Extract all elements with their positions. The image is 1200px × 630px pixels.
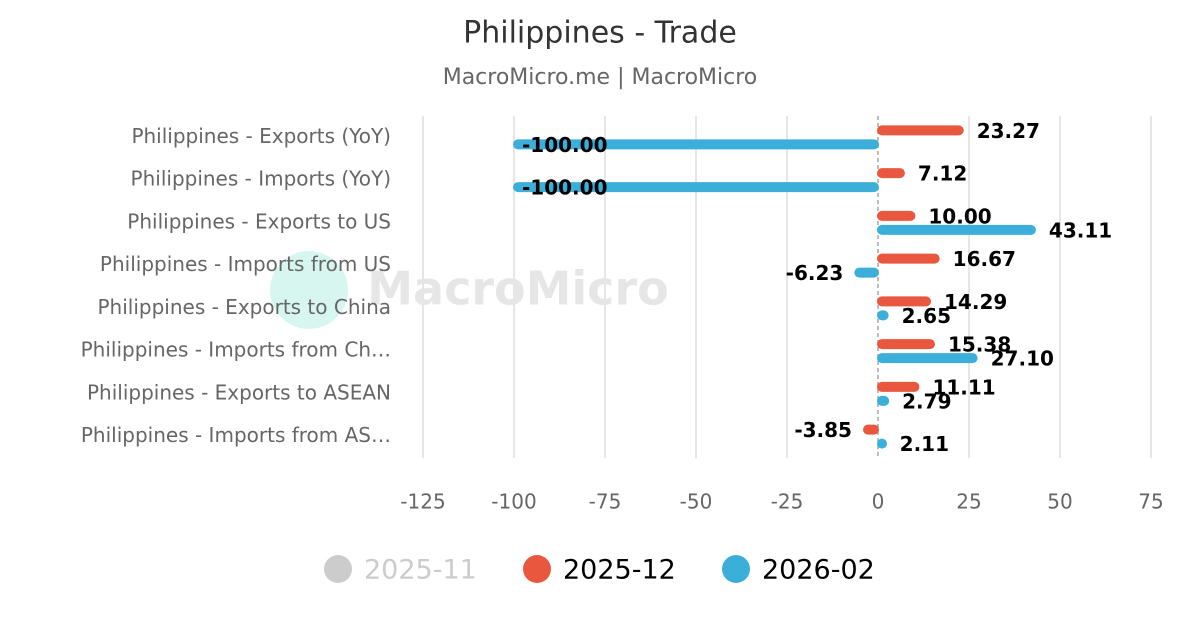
data-label: -3.85 xyxy=(794,418,852,442)
x-tick-label: 75 xyxy=(1138,490,1163,514)
x-tick-label: -125 xyxy=(400,490,445,514)
y-tick-label: Philippines - Exports to US xyxy=(127,209,391,233)
data-label: 2.79 xyxy=(902,389,951,413)
x-tick-label: -100 xyxy=(491,490,536,514)
data-label: -100.00 xyxy=(522,176,607,200)
legend-label[interactable]: 2025-11 xyxy=(364,555,477,586)
chart-title: Philippines - Trade xyxy=(463,16,737,51)
data-label: 43.11 xyxy=(1049,218,1112,242)
legend-label[interactable]: 2026-02 xyxy=(762,555,875,586)
y-tick-label: Philippines - Exports to ASEAN xyxy=(87,380,391,404)
y-tick-label: Philippines - Imports from US xyxy=(100,252,391,276)
data-label: 16.67 xyxy=(953,247,1016,271)
y-tick-label: Philippines - Imports from Ch… xyxy=(81,338,391,362)
data-label: 2.11 xyxy=(900,432,949,456)
y-tick-label: Philippines - Imports (YoY) xyxy=(131,167,391,191)
data-label: 11.11 xyxy=(932,375,995,399)
x-tick-label: -25 xyxy=(771,490,804,514)
legend-marker[interactable] xyxy=(324,555,352,583)
watermark-logo xyxy=(270,251,348,329)
x-tick-label: -75 xyxy=(589,490,622,514)
legend-label[interactable]: 2025-12 xyxy=(563,555,676,586)
y-tick-label: Philippines - Exports (YoY) xyxy=(131,124,391,148)
legend-marker[interactable] xyxy=(722,555,750,583)
x-tick-label: -50 xyxy=(680,490,713,514)
y-tick-label: Philippines - Imports from AS… xyxy=(81,423,391,447)
chart-subtitle: MacroMicro.me | MacroMicro xyxy=(443,65,758,90)
data-label: 10.00 xyxy=(928,204,991,228)
watermark: MacroMicro xyxy=(367,262,668,316)
x-tick-label: 50 xyxy=(1047,490,1072,514)
data-label: 2.65 xyxy=(902,304,951,328)
data-label: -100.00 xyxy=(522,133,607,157)
data-label: 7.12 xyxy=(918,162,967,186)
data-label: 27.10 xyxy=(991,347,1054,371)
y-tick-label: Philippines - Exports to China xyxy=(98,295,392,319)
data-label: 15.38 xyxy=(948,333,1011,357)
data-label: 14.29 xyxy=(944,290,1007,314)
x-tick-label: 0 xyxy=(872,490,885,514)
legend-marker[interactable] xyxy=(523,555,551,583)
data-label: 23.27 xyxy=(977,119,1040,143)
data-label: -6.23 xyxy=(786,261,844,285)
x-tick-label: 25 xyxy=(956,490,981,514)
